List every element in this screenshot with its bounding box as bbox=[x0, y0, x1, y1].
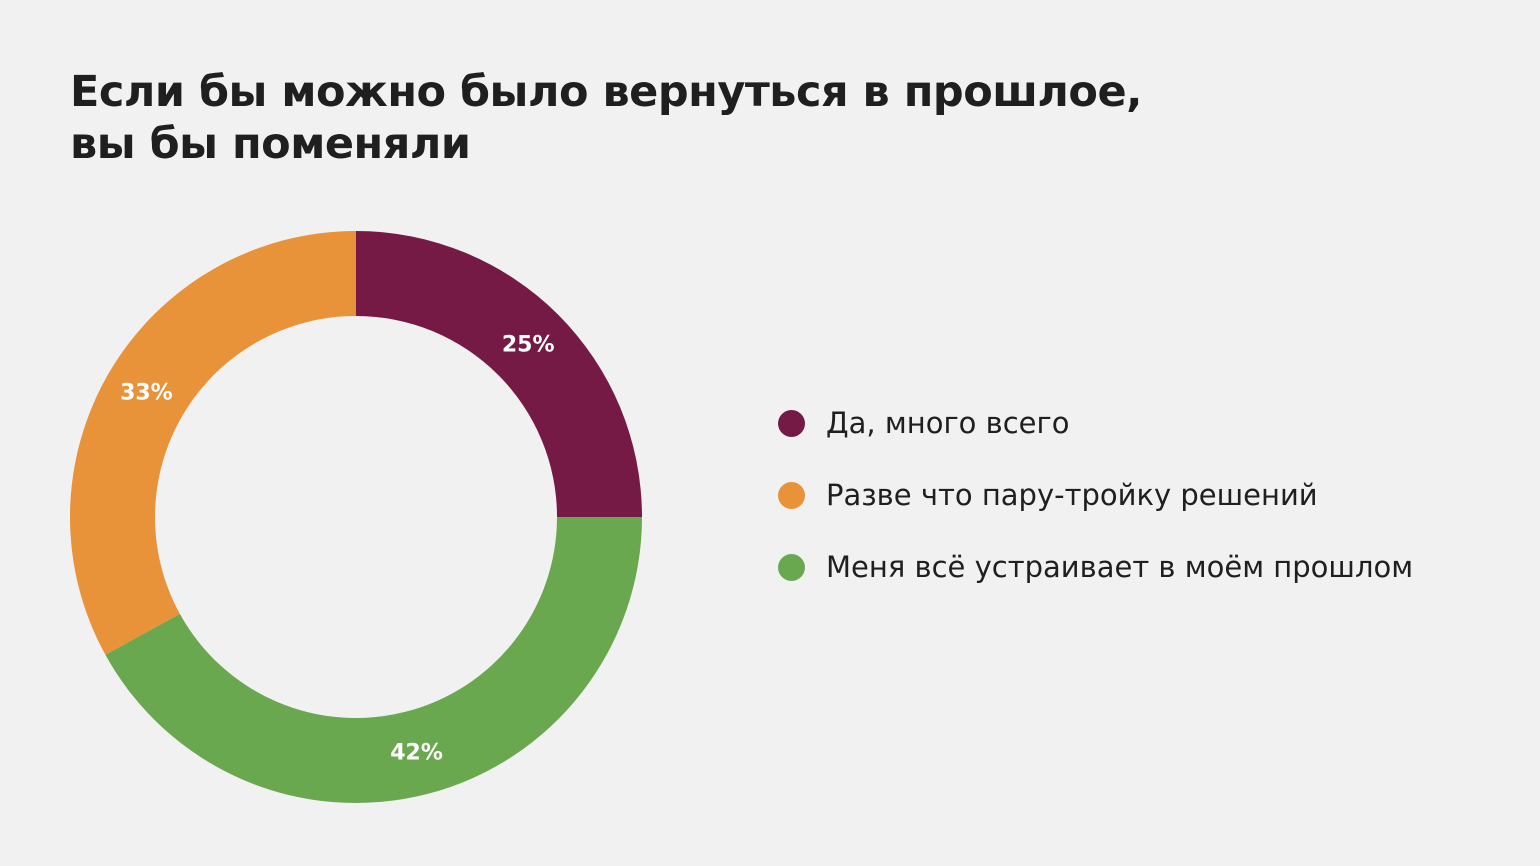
legend-item: Разве что пару-тройку решений bbox=[778, 476, 1413, 514]
slice-value-label-3: 33% bbox=[120, 381, 173, 406]
legend-label-3: Меня всё устраивает в моём прошлом bbox=[826, 550, 1414, 584]
legend-swatch-3 bbox=[778, 553, 805, 581]
chart-title-line-2: вы бы поменяли bbox=[70, 119, 471, 169]
chart-title: Если бы можно было вернуться в прошлое, … bbox=[70, 66, 1142, 170]
legend-item: Меня всё устраивает в моём прошлом bbox=[778, 548, 1413, 586]
donut-chart: 25% 42% 33% bbox=[70, 231, 643, 804]
legend-item: Да, много всего bbox=[778, 404, 1413, 442]
legend-label-1: Да, много всего bbox=[826, 406, 1070, 440]
legend-swatch-1 bbox=[778, 409, 805, 437]
donut-slice-2 bbox=[105, 517, 643, 804]
legend-label-2: Разве что пару-тройку решений bbox=[826, 478, 1318, 512]
chart-legend: Да, много всего Разве что пару-тройку ре… bbox=[778, 404, 1413, 620]
slice-value-label-1: 25% bbox=[502, 332, 555, 357]
legend-swatch-2 bbox=[778, 481, 805, 509]
slice-value-label-2: 42% bbox=[390, 740, 443, 765]
chart-title-line-1: Если бы можно было вернуться в прошлое, bbox=[70, 67, 1142, 117]
donut-slice-3 bbox=[70, 231, 357, 655]
donut-slice-1 bbox=[356, 231, 642, 517]
